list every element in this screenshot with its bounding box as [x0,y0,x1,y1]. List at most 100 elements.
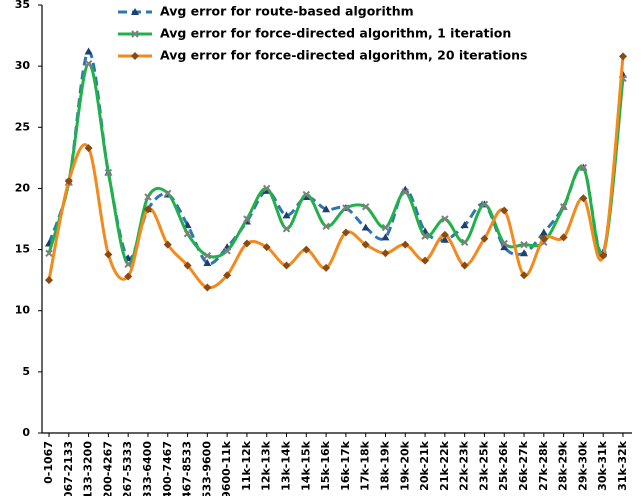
marker [302,245,311,254]
marker [322,263,331,272]
marker [441,215,449,223]
marker [183,221,192,229]
x-tick-label: 067-2133 [62,441,75,496]
x-tick-label: 200-4267 [101,441,114,496]
x-tick-label: 13k-14k [280,440,293,490]
marker [104,250,113,259]
marker [124,272,133,281]
x-tick-label: 133-3200 [82,441,95,496]
marker [500,243,509,251]
y-tick-label: 20 [15,181,31,194]
marker [262,243,271,252]
marker [460,238,469,246]
y-tick-label: 0 [22,426,30,439]
marker [361,223,370,231]
y-tick-label: 30 [15,59,31,72]
marker [520,240,528,249]
marker [131,52,139,60]
marker [104,168,113,177]
x-tick-label: 30k-31k [596,440,609,490]
legend-label: Avg error for force-directed algorithm, … [160,48,527,63]
marker [164,189,172,198]
x-tick-label: 14k-15k [299,440,312,490]
x-tick-label: 25k-26k [497,440,510,490]
marker [84,59,93,68]
x-tick-label: 333-6400 [141,441,154,496]
x-tick-label: 19k-20k [398,440,411,490]
x-tick-label: 21k-22k [438,440,451,490]
marker [599,251,608,260]
marker [64,177,73,186]
x-tick-label: 28k-29k [557,440,570,490]
marker [401,240,410,249]
marker [203,251,212,260]
marker [131,8,139,15]
y-tick-label: 5 [22,365,30,378]
marker [45,249,53,257]
x-tick-label: 17k-18k [359,440,372,490]
marker [163,240,172,249]
marker [381,249,390,258]
marker [84,47,93,55]
marker [401,188,409,196]
x-tick-label: 467-8533 [181,441,194,496]
marker [539,228,548,236]
marker [381,223,390,232]
marker [500,239,508,248]
marker [520,271,529,280]
y-tick-label: 10 [15,304,31,317]
marker [421,256,430,265]
marker [361,203,370,211]
marker [440,235,449,243]
marker [282,261,291,270]
legend-label: Avg error for force-directed algorithm, … [160,26,511,41]
marker [539,234,548,243]
x-tick-label: 18k-19k [378,440,391,490]
x-tick-label: 15k-16k [319,440,332,490]
marker [282,211,291,219]
x-tick-label: 11k-12k [240,440,253,490]
marker [579,163,588,172]
marker [302,190,311,199]
marker [559,203,568,211]
x-tick-label: 0-1067 [42,441,55,484]
y-tick-label: 25 [15,120,30,133]
marker [361,240,370,249]
marker [579,194,588,203]
x-tick-label: 533-9600 [200,441,213,496]
marker [143,205,152,214]
x-tick-label: 26k-27k [517,440,530,490]
marker [619,52,627,61]
marker [84,144,93,153]
marker [381,233,390,241]
marker [144,193,152,201]
marker [480,200,489,209]
marker [203,283,212,292]
series-line [47,62,625,266]
x-tick-label: 267-5333 [121,441,134,496]
legend-label: Avg error for route-based algorithm [160,4,414,19]
marker [440,230,449,239]
marker [243,215,251,223]
marker [223,247,231,255]
series-line [47,49,625,266]
marker [480,234,489,243]
marker [322,205,331,213]
marker [421,232,429,240]
x-tick-label: 16k-17k [339,440,352,490]
marker [342,204,350,212]
marker [460,221,469,229]
marker [341,228,350,237]
x-tick-label: 22k-23k [458,440,471,490]
marker [131,30,139,38]
marker [520,249,529,257]
x-tick-label: 27k-28k [537,440,550,490]
x-tick-label: 9600-11k [220,440,233,496]
marker [460,261,469,270]
marker [263,184,271,193]
marker [500,206,509,215]
series-line [47,56,625,290]
marker [322,222,330,231]
marker [302,192,311,200]
